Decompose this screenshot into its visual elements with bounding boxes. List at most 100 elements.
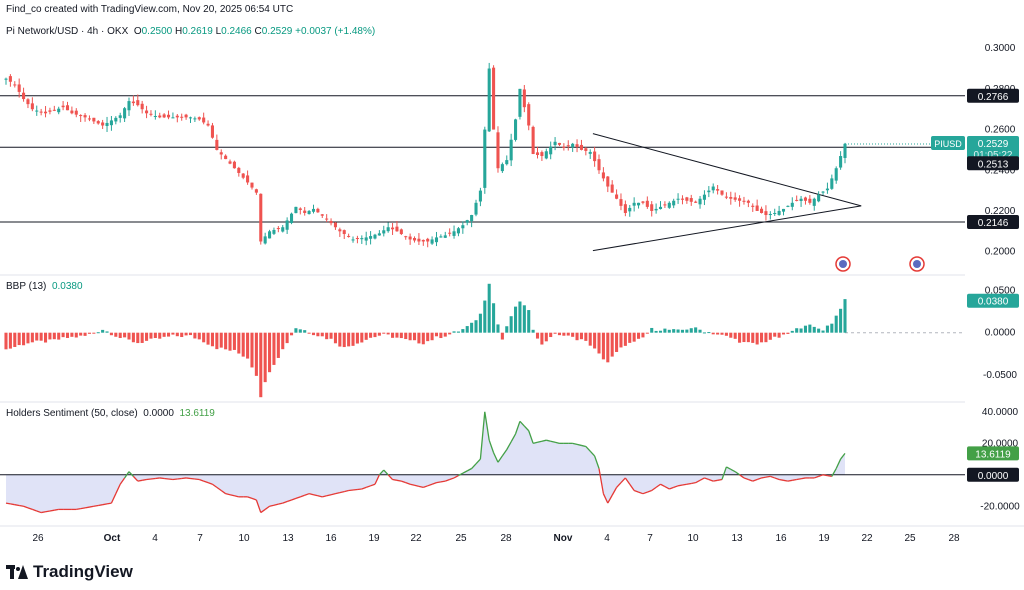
bbp-bar — [325, 332, 329, 340]
bbp-bar — [658, 330, 663, 333]
candle-body — [742, 200, 746, 202]
bbp-bar — [439, 332, 443, 339]
holders-line-segment — [76, 507, 81, 511]
x-tick-label: 13 — [731, 533, 743, 544]
bbp-bar — [61, 332, 65, 338]
bbp-bar — [52, 332, 56, 340]
holders-line-segment — [278, 502, 283, 505]
holders-line-segment — [840, 453, 846, 460]
bbp-y-tick: -0.0500 — [983, 370, 1017, 381]
holders-line-segment — [792, 478, 797, 481]
x-tick-label: 10 — [687, 533, 699, 544]
bbp-bar — [136, 332, 140, 344]
bbp-bar — [87, 332, 91, 334]
bbp-bar — [430, 332, 434, 341]
bbp-bar — [509, 316, 513, 333]
candle-body — [720, 190, 724, 195]
holders-line-segment — [93, 504, 99, 507]
bbp-bar — [171, 332, 175, 335]
bbp-bar — [456, 331, 460, 333]
candle-body — [584, 148, 588, 151]
candle-body — [83, 115, 87, 118]
bbp-bar — [303, 330, 307, 333]
candle-body — [781, 208, 786, 212]
holders-line-segment — [537, 440, 543, 443]
candle-body — [456, 228, 460, 234]
candle-body — [417, 238, 421, 242]
candle-body — [136, 100, 140, 106]
x-tick-label: 7 — [197, 533, 203, 544]
candle-body — [509, 139, 513, 161]
holders-area-fill — [6, 411, 845, 513]
holders-line-segment — [234, 495, 239, 498]
candle-body — [4, 78, 8, 80]
bbp-bar — [109, 332, 113, 336]
bbp-bar — [527, 310, 531, 333]
bbp-bar — [689, 328, 693, 333]
candle-body — [658, 206, 663, 210]
symbol-label: Pi Network/USD · 4h · OKX — [6, 26, 129, 37]
holders-line-segment — [624, 477, 631, 485]
bbp-bar — [74, 332, 78, 338]
holders-line-segment — [260, 508, 266, 514]
candle-body — [557, 142, 562, 145]
tradingview-brand[interactable]: TradingView — [6, 562, 133, 582]
bbp-bar — [606, 332, 610, 363]
candle-body — [623, 204, 627, 213]
holders-line-segment — [818, 474, 824, 477]
candle-body — [43, 111, 48, 114]
candle-body — [597, 159, 601, 171]
last-price-value: 0.2529 — [978, 139, 1009, 150]
holders-line-segment — [41, 511, 46, 514]
holders-line-segment — [431, 482, 437, 485]
bbp-bar — [729, 332, 733, 338]
bbp-badge-text: 0.0380 — [978, 297, 1009, 308]
candle-body — [48, 110, 52, 112]
bbp-bar — [676, 329, 680, 333]
candle-body — [812, 198, 816, 206]
holders-line-segment — [660, 483, 666, 488]
holders-line-segment — [247, 496, 253, 500]
candle-body — [92, 117, 96, 122]
bbp-bar — [421, 332, 425, 345]
bbp-bar — [685, 329, 689, 333]
bbp-bar — [373, 332, 377, 338]
candle-body — [347, 235, 351, 237]
bbp-bar — [711, 332, 715, 335]
tradingview-logo-icon — [6, 565, 28, 579]
candle-body — [474, 202, 478, 215]
holders-line-segment — [423, 485, 428, 488]
bbp-bar — [623, 332, 627, 346]
bbp-bar — [694, 327, 698, 333]
holders-line-segment — [54, 508, 59, 511]
holders-line-segment — [304, 493, 310, 496]
holders-line-segment — [546, 439, 551, 442]
candle-body — [799, 198, 803, 201]
x-tick-label: 16 — [775, 533, 787, 544]
candle-body — [760, 208, 764, 213]
bbp-bar — [830, 323, 834, 333]
candle-body — [166, 114, 171, 118]
candle-body — [764, 211, 768, 216]
candle-body — [685, 197, 689, 201]
x-tick-label: 26 — [32, 533, 44, 544]
holders-zero-badge-text: 0.0000 — [978, 471, 1009, 482]
holders-line-segment — [273, 503, 279, 506]
candle-body — [333, 222, 337, 228]
holders-line-segment — [787, 479, 793, 482]
bbp-bar — [298, 329, 302, 333]
candle-body — [140, 103, 144, 110]
brand-name: TradingView — [33, 562, 133, 581]
holders-line-segment — [352, 488, 358, 491]
bbp-bar — [149, 332, 153, 339]
holders-line-segment — [449, 477, 455, 481]
bbp-bar — [764, 332, 768, 343]
holders-line-segment — [497, 455, 503, 463]
candle-body — [404, 236, 408, 238]
candle-body — [338, 229, 342, 232]
candle-body — [746, 200, 750, 203]
holders-line-segment — [269, 504, 275, 507]
holders-line-segment — [743, 477, 749, 481]
bbp-bar — [790, 330, 794, 333]
bbp-y-tick: 0.0500 — [985, 286, 1016, 297]
